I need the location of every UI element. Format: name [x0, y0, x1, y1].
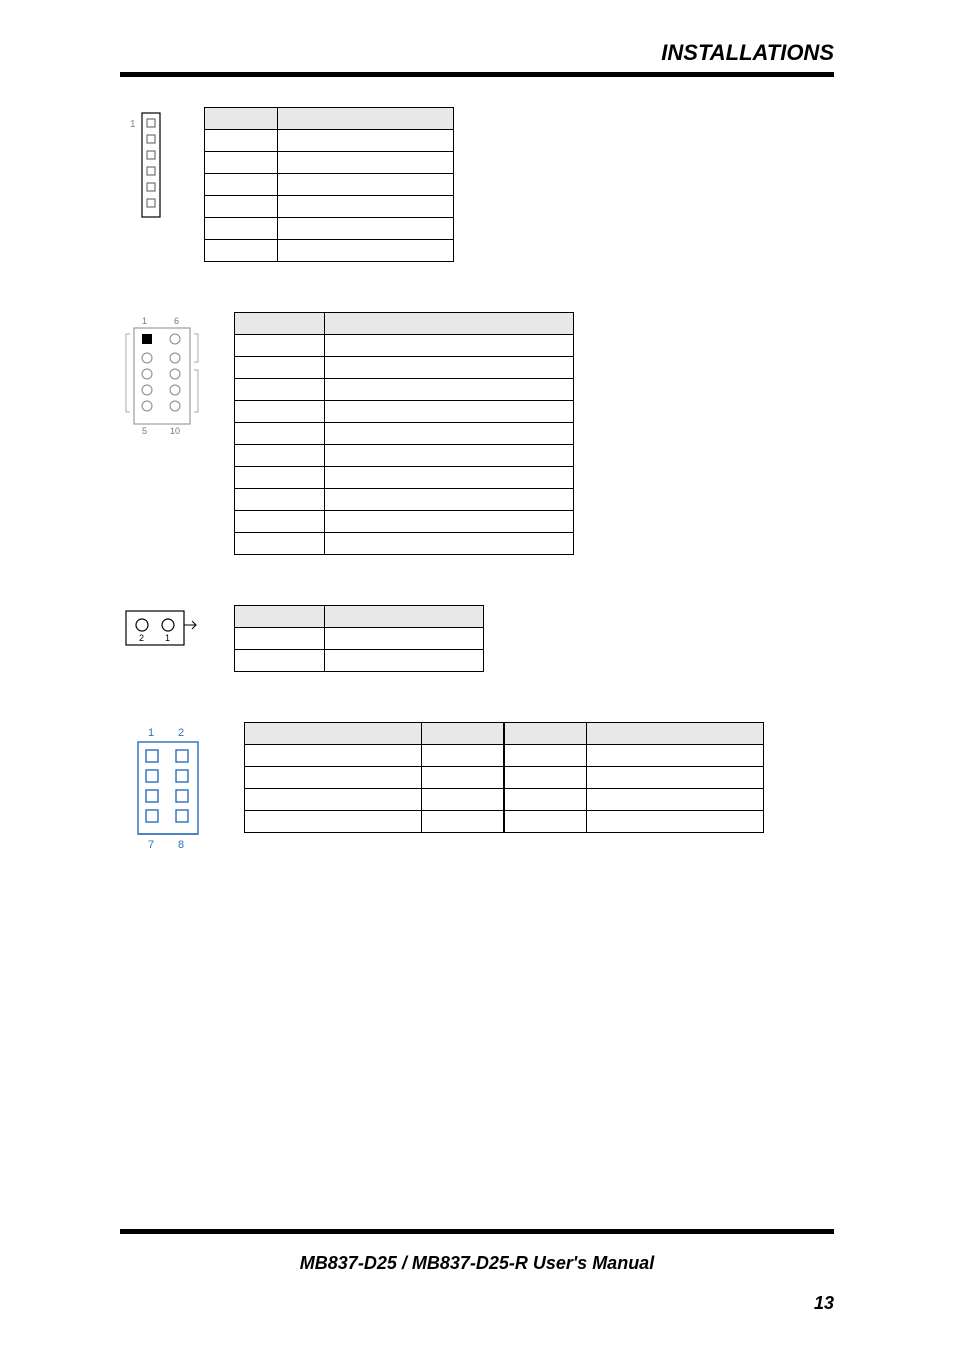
- svg-text:1: 1: [142, 316, 147, 326]
- tbody-2: [235, 335, 574, 555]
- table-row: [235, 423, 574, 445]
- th: [504, 723, 587, 745]
- table-1: [204, 107, 454, 262]
- th: [325, 313, 574, 335]
- table-row: [235, 533, 574, 555]
- table-row: [205, 174, 454, 196]
- th: [235, 313, 325, 335]
- page-header-title: INSTALLATIONS: [120, 40, 834, 66]
- tbody-1: [205, 130, 454, 262]
- svg-text:7: 7: [148, 839, 154, 851]
- footer-rule: [120, 1229, 834, 1234]
- diagram-1: 1: [120, 107, 180, 232]
- svg-text:8: 8: [178, 839, 184, 851]
- table-row: [235, 357, 574, 379]
- table-row: [235, 335, 574, 357]
- table-row: [205, 218, 454, 240]
- section-1: 1: [120, 107, 834, 262]
- table-row: [205, 240, 454, 262]
- th: [421, 723, 504, 745]
- table-row: [235, 511, 574, 533]
- svg-text:6: 6: [174, 316, 179, 326]
- table-row: [235, 467, 574, 489]
- diagram-3: 2 1: [120, 605, 210, 660]
- table-row: [235, 445, 574, 467]
- th: [205, 108, 278, 130]
- table-row: [235, 379, 574, 401]
- table-row: [235, 650, 484, 672]
- th: [587, 723, 764, 745]
- th: [245, 723, 422, 745]
- table-row: [235, 628, 484, 650]
- header-rule: [120, 72, 834, 77]
- th: [235, 606, 325, 628]
- table-row: [205, 130, 454, 152]
- page-number: 13: [814, 1293, 834, 1314]
- table-row: [245, 767, 764, 789]
- svg-text:2: 2: [178, 727, 184, 739]
- table-2: [234, 312, 574, 555]
- svg-text:10: 10: [170, 426, 180, 436]
- table-row: [245, 811, 764, 833]
- diagram-4: 1 2 7 8: [120, 722, 220, 867]
- section-4: 1 2 7 8: [120, 722, 834, 867]
- th: [325, 606, 484, 628]
- table-row: [205, 152, 454, 174]
- table-4: [244, 722, 764, 833]
- svg-text:1: 1: [130, 119, 136, 130]
- svg-text:2: 2: [139, 633, 144, 643]
- table-row: [245, 789, 764, 811]
- table-3: [234, 605, 484, 672]
- th: [277, 108, 453, 130]
- diagram-2: 1 6 5 10: [120, 312, 210, 447]
- footer-title: MB837-D25 / MB837-D25-R User's Manual: [0, 1253, 954, 1274]
- section-2: 1 6 5 10: [120, 312, 834, 555]
- table-row: [235, 489, 574, 511]
- tbody-4: [245, 745, 764, 833]
- table-row: [245, 745, 764, 767]
- table-row: [235, 401, 574, 423]
- tbody-3: [235, 628, 484, 672]
- section-3: 2 1: [120, 605, 834, 672]
- svg-text:1: 1: [148, 727, 154, 739]
- table-row: [205, 196, 454, 218]
- svg-text:1: 1: [165, 633, 170, 643]
- svg-text:5: 5: [142, 426, 147, 436]
